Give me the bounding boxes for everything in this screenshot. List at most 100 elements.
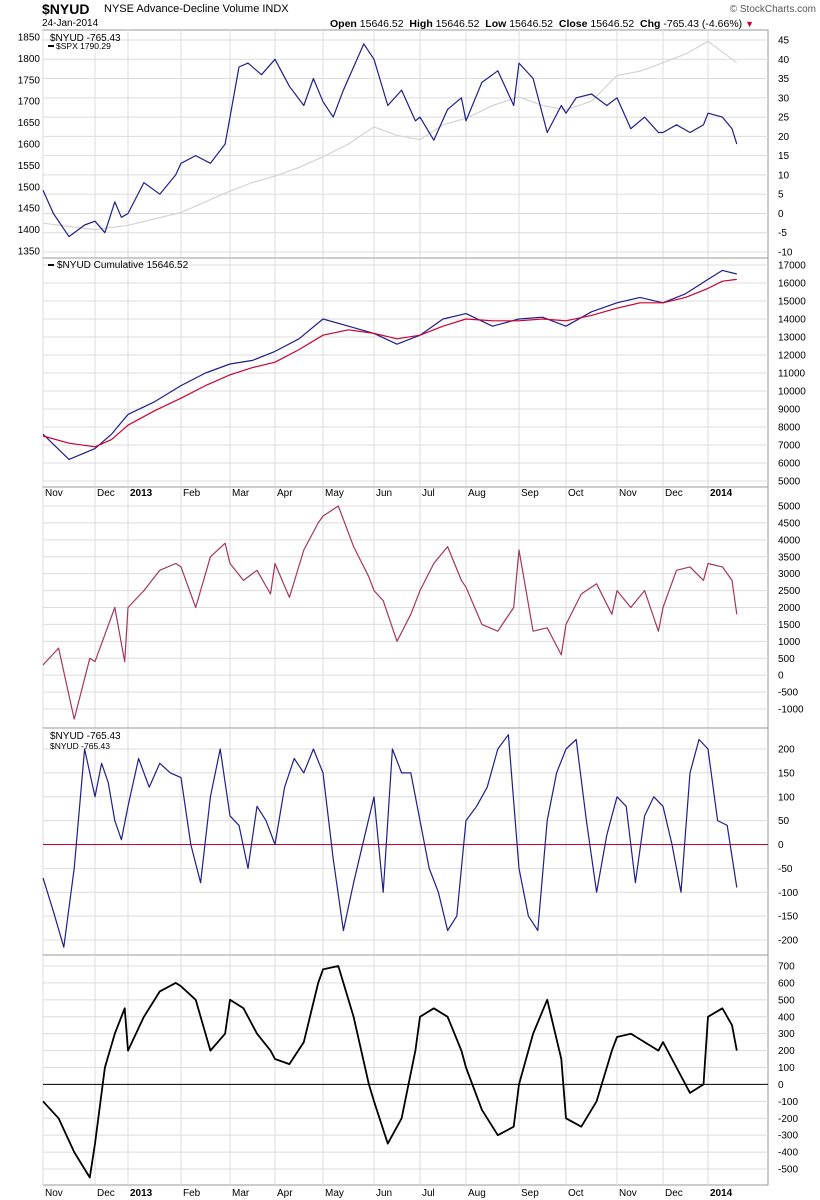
open-value: 15646.52	[359, 18, 404, 30]
right-axis-tick-label: 5000	[778, 502, 801, 513]
right-axis-tick-label: 11000	[778, 369, 806, 380]
right-axis-tick-label: 0	[778, 840, 784, 851]
right-axis-tick-label: 14000	[778, 315, 806, 326]
right-axis-tick-label: 100	[778, 1063, 795, 1074]
right-axis-tick-label: -400	[778, 1148, 798, 1159]
chg-value: -765.43 (-4.66%)	[663, 18, 743, 30]
legend-swatch	[48, 45, 54, 47]
right-axis-tick-label: -150	[778, 912, 798, 923]
month-label: Apr	[277, 488, 293, 499]
right-axis-tick-label: -5	[778, 228, 787, 239]
right-axis-tick-label: 8000	[778, 423, 801, 434]
legend-entry: $NYUD -765.43	[50, 731, 121, 742]
right-axis-tick-label: 700	[778, 962, 795, 973]
right-axis-tick-label: 200	[778, 1046, 795, 1057]
right-axis-tick-label: 6000	[778, 459, 801, 470]
left-axis-tick-label: 1650	[18, 118, 41, 129]
right-axis-tick-label: -500	[778, 1165, 798, 1176]
left-axis-tick-label: 1600	[18, 140, 41, 151]
high-label: High	[409, 18, 433, 30]
credit-label[interactable]: © StockCharts.com	[729, 4, 816, 15]
right-axis-tick-label: 25	[778, 113, 790, 124]
month-label: Jun	[376, 488, 392, 499]
right-axis-tick-label: 100	[778, 792, 795, 803]
month-label: 2014	[710, 1188, 733, 1199]
right-axis-tick-label: -100	[778, 1097, 798, 1108]
series-line	[42, 734, 738, 948]
series-line	[42, 269, 737, 460]
right-axis-tick-label: 150	[778, 768, 795, 779]
right-axis-tick-label: 15000	[778, 297, 806, 308]
series-line	[42, 40, 738, 231]
right-axis-tick-label: 600	[778, 978, 795, 989]
right-axis-tick-label: 13000	[778, 333, 806, 344]
right-axis-tick-label: 15	[778, 151, 790, 162]
left-axis-tick-label: 1450	[18, 204, 41, 215]
close-value: 15646.52	[590, 18, 635, 30]
series-line	[42, 278, 737, 448]
right-axis-tick-label: 16000	[778, 279, 806, 290]
right-axis-tick-label: 9000	[778, 405, 801, 416]
month-label: Feb	[183, 488, 201, 499]
right-axis-tick-label: 3000	[778, 569, 801, 580]
left-axis-tick-label: 1700	[18, 97, 41, 108]
month-label: Nov	[619, 488, 637, 499]
right-axis-tick-label: -1000	[778, 705, 804, 716]
right-axis-tick-label: 40	[778, 55, 790, 66]
legend-entry: $NYUD Cumulative 15646.52	[57, 260, 189, 271]
right-axis-tick-label: 45	[778, 36, 790, 47]
left-axis-tick-label: 1800	[18, 54, 41, 65]
right-axis-tick-label: 2000	[778, 603, 801, 614]
right-axis-tick-label: 20	[778, 132, 790, 143]
month-label: Nov	[45, 1188, 63, 1199]
right-axis-tick-label: 500	[778, 995, 795, 1006]
month-label: 2013	[130, 1188, 153, 1199]
right-axis-tick-label: 200	[778, 745, 795, 756]
legend-entry: $NYUD -765.43	[50, 741, 110, 751]
month-label: Mar	[232, 1188, 250, 1199]
low-label: Low	[485, 18, 507, 30]
right-axis-tick-label: 400	[778, 1012, 795, 1023]
month-label: 2013	[130, 488, 153, 499]
right-axis-tick-label: -500	[778, 688, 798, 699]
month-label: 2014	[710, 488, 733, 499]
right-axis-tick-label: 1500	[778, 620, 801, 631]
left-axis-tick-label: 1350	[18, 247, 41, 258]
chart-header: $NYUD NYSE Advance-Decline Volume INDX 2…	[0, 0, 820, 30]
left-axis-tick-label: 1500	[18, 182, 41, 193]
chg-label: Chg	[640, 18, 661, 30]
right-axis-tick-label: 7000	[778, 441, 801, 452]
month-label: Aug	[468, 1188, 486, 1199]
month-label: Dec	[97, 488, 115, 499]
right-axis-tick-label: -100	[778, 888, 798, 899]
legend-entry: $SPX 1790.29	[56, 41, 111, 51]
month-label: Aug	[468, 488, 486, 499]
month-label: Nov	[619, 1188, 637, 1199]
low-value: 15646.52	[509, 18, 554, 30]
right-axis-tick-label: 0	[778, 1080, 784, 1091]
right-axis-tick-label: -200	[778, 936, 798, 947]
month-label: Oct	[568, 488, 584, 499]
legend-entry: $NYUD -765.43	[50, 33, 121, 44]
left-axis-tick-label: 1550	[18, 161, 41, 172]
right-axis-tick-label: 0	[778, 671, 784, 682]
right-axis-tick-label: 300	[778, 1029, 795, 1040]
right-axis-tick-label: 2500	[778, 586, 801, 597]
month-label: May	[325, 488, 344, 499]
right-axis-tick-label: -10	[778, 248, 793, 259]
right-axis-tick-label: 3500	[778, 552, 801, 563]
right-axis-tick-label: 50	[778, 816, 790, 827]
right-axis-tick-label: 30	[778, 93, 790, 104]
left-axis-tick-label: 1400	[18, 225, 41, 236]
series-line	[42, 505, 738, 720]
panel-frame	[42, 727, 769, 956]
right-axis-tick-label: -200	[778, 1114, 798, 1125]
left-axis-tick-label: 1850	[18, 33, 41, 44]
month-label: Dec	[97, 1188, 115, 1199]
right-axis-tick-label: 5000	[778, 477, 801, 488]
right-axis-tick-label: 17000	[778, 261, 806, 272]
right-axis-tick-label: 35	[778, 74, 790, 85]
chart-date: 24-Jan-2014	[42, 18, 99, 29]
left-axis-tick-label: 1750	[18, 75, 41, 86]
